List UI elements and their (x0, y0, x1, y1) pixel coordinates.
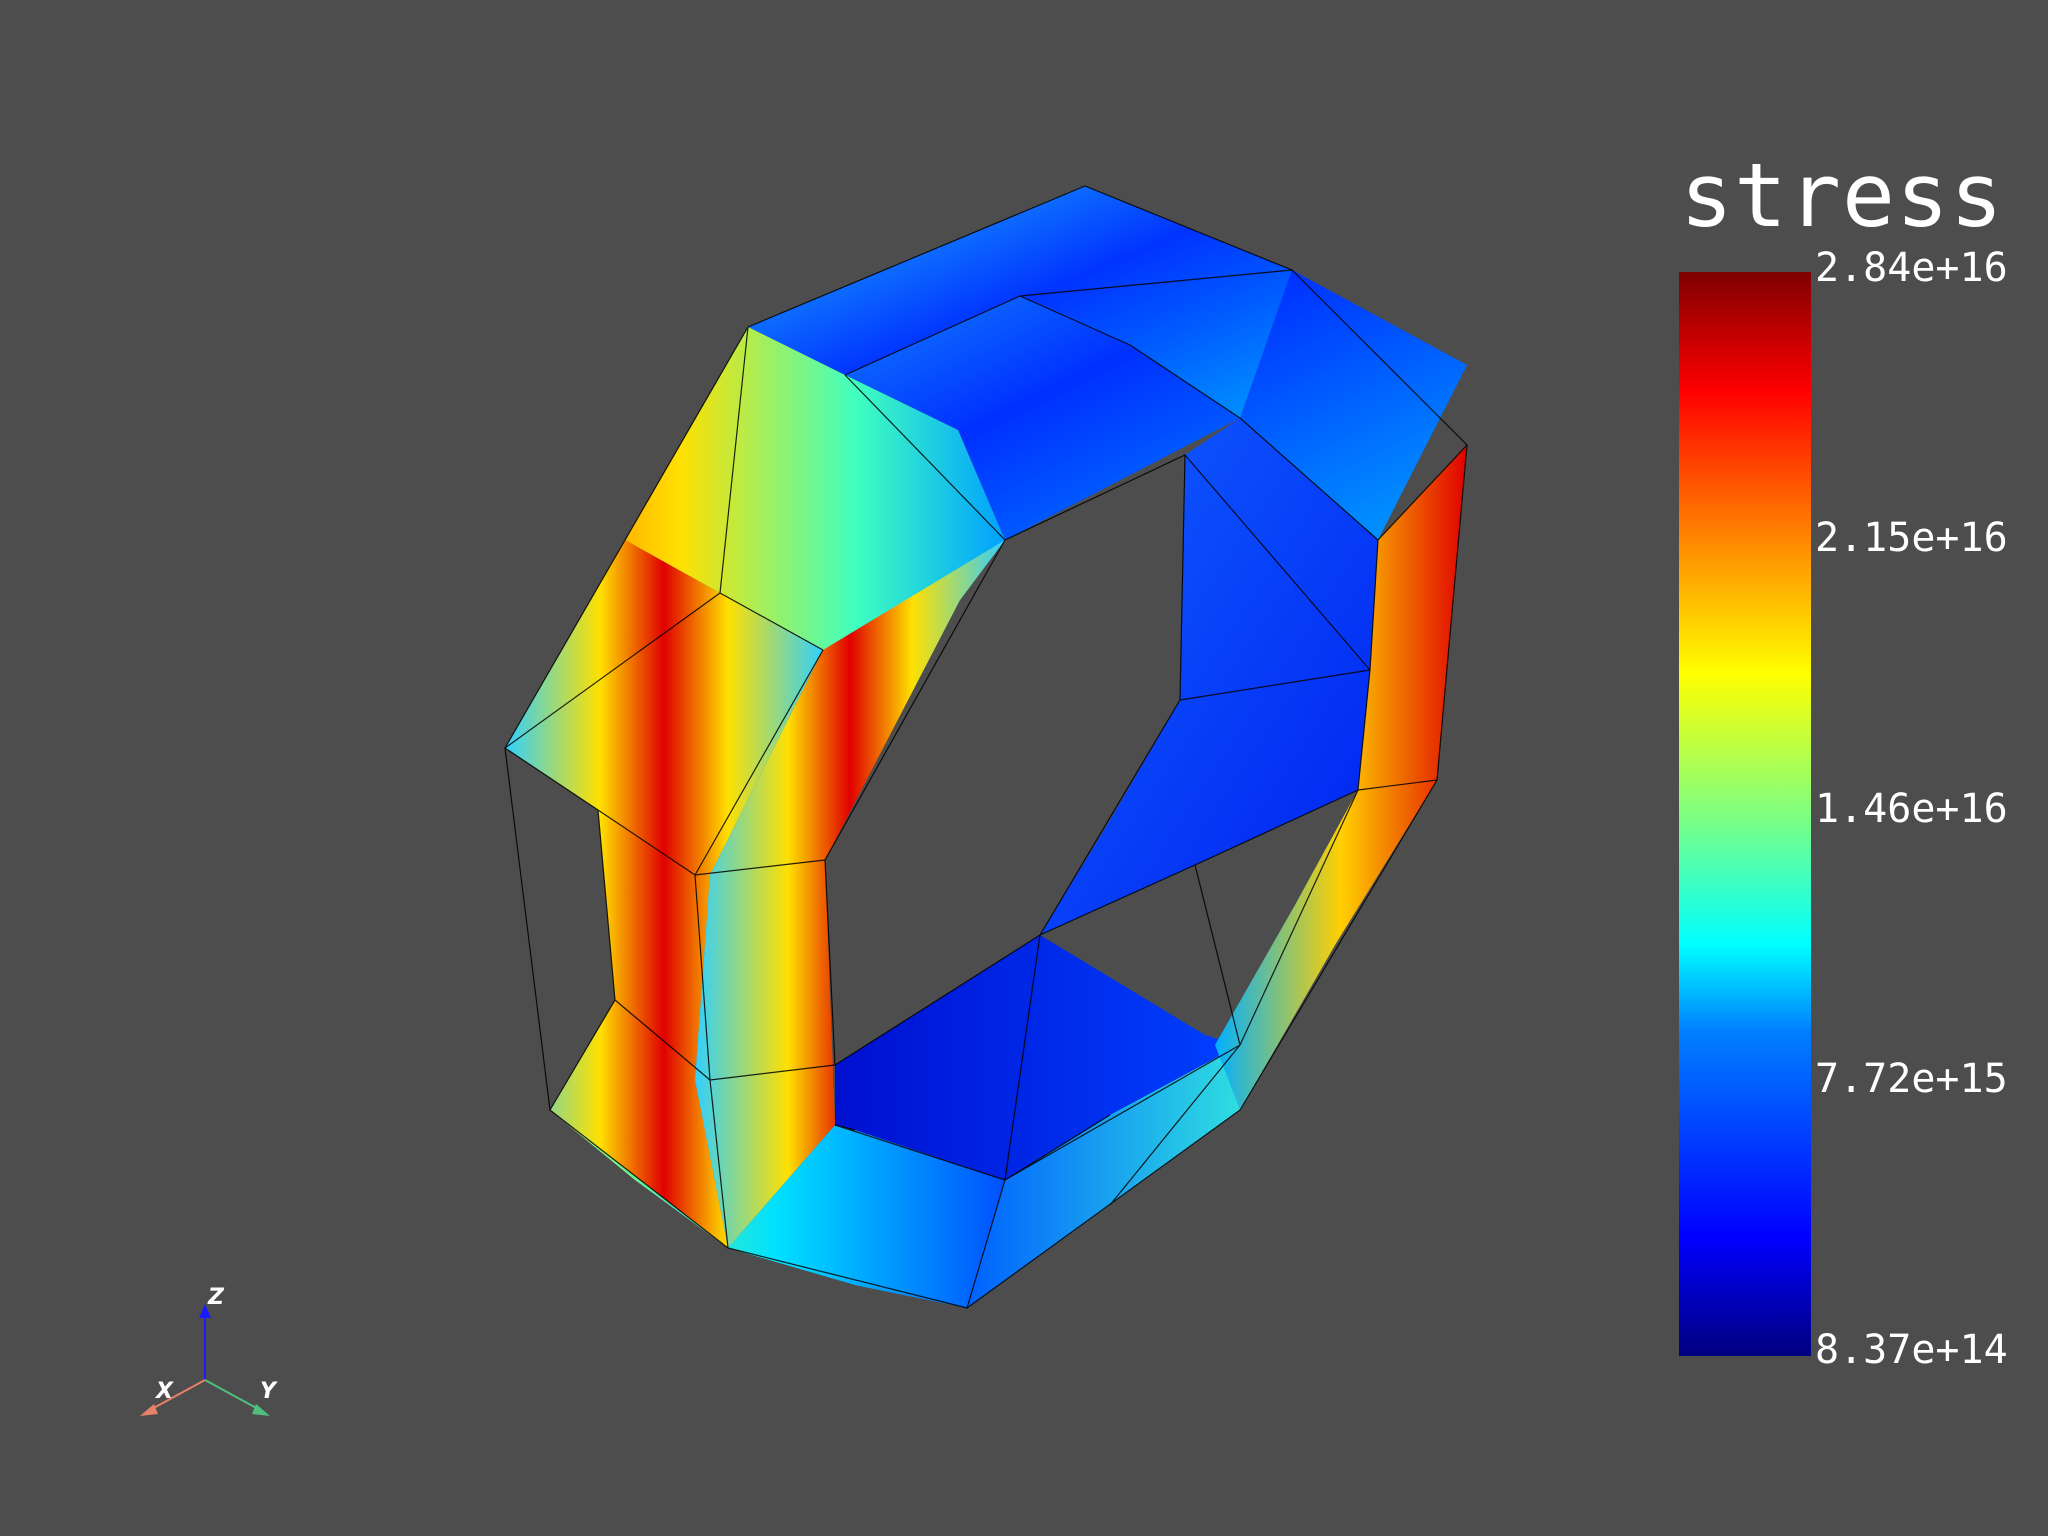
z-axis-arrow (199, 1304, 211, 1318)
scalar-bar-tick-max: 2.84e+16 (1815, 245, 2008, 291)
scalar-bar (1679, 272, 1811, 1356)
x-axis-label: X (154, 1379, 174, 1404)
mesh-face-inner-left (695, 540, 1005, 1248)
mesh-face-bottom-left (550, 1110, 1005, 1308)
mesh-face-right (1215, 445, 1467, 1110)
y-axis-line (204, 1379, 261, 1411)
mesh-face-bottom-inner (835, 935, 1240, 1180)
mesh-face-bottom-right (967, 780, 1430, 1308)
mesh-edges (504, 185, 1468, 1309)
mesh-face-upper-left (505, 327, 1005, 748)
mesh-face-top-strip (748, 186, 1292, 418)
scalar-bar-tick: 7.72e+15 (1815, 1056, 2008, 1102)
x-axis-line (149, 1379, 206, 1411)
mesh-hole (825, 455, 1185, 1065)
mesh-face-left (505, 540, 823, 1248)
scalar-bar-tick: 1.46e+16 (1815, 786, 2008, 832)
y-axis-label: Y (260, 1379, 278, 1404)
z-axis-label: Z (207, 1285, 225, 1310)
x-axis-arrow (140, 1404, 158, 1416)
mesh-face-inner-right (1040, 418, 1378, 935)
y-axis-arrow (252, 1404, 270, 1416)
scalar-bar-tick-min: 8.37e+14 (1815, 1327, 2008, 1373)
scalar-bar-tick: 2.15e+16 (1815, 515, 2008, 561)
orientation-axes[interactable]: Z X Y (120, 1280, 300, 1430)
scalar-bar-title: stress (1680, 144, 2004, 247)
